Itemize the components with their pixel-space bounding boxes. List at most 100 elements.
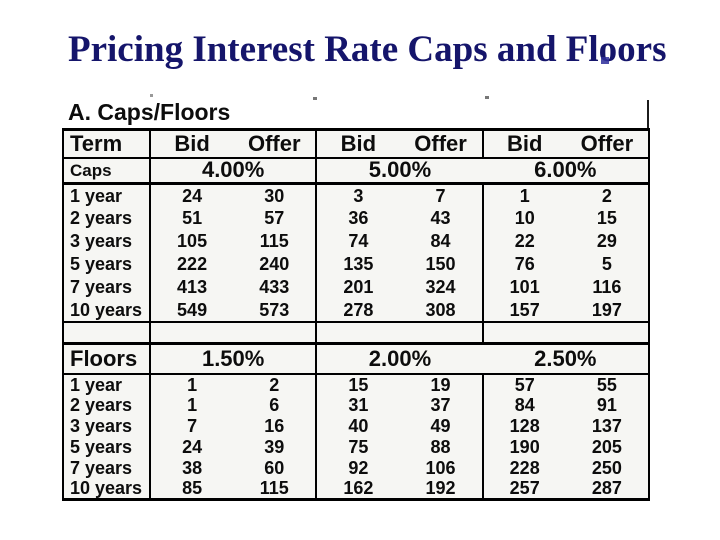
table-row: 7 years 413 433 201 324 101 116 xyxy=(63,275,649,299)
bid-cell: 76 xyxy=(514,254,535,274)
offer-cell: 150 xyxy=(399,252,484,276)
offer-cell: 55 xyxy=(596,374,617,395)
offer-cell: 7 xyxy=(399,183,484,207)
offer-cell: 49 xyxy=(399,415,484,437)
caps-strike-row: Caps 4.00% 5.00% 6.00% xyxy=(63,157,649,185)
bid-cell: 10 xyxy=(514,208,535,228)
table-row: 3 years 7 16 40 49 128 137 xyxy=(63,415,649,437)
offer-cell: 433 xyxy=(233,275,318,299)
table-row: 1 year 24 30 3 7 1 2 xyxy=(63,183,649,207)
table-section-label: A. Caps/Floors xyxy=(68,99,231,125)
offer-cell: 84 xyxy=(399,229,484,253)
empty-cell xyxy=(316,321,484,345)
spacer-row xyxy=(63,321,649,345)
term-cell: 10 years xyxy=(63,478,151,500)
bid-cell: 57 xyxy=(514,374,535,395)
scan-artifact-line xyxy=(647,100,649,131)
floors-strike-row: Floors 1.50% 2.00% 2.50% xyxy=(63,343,649,375)
page-title: Pricing Interest Rate Caps and Floors xyxy=(68,29,667,70)
bid-cell: 85 xyxy=(182,478,203,499)
offer-cell: 57 xyxy=(233,206,318,230)
floors-strike: 2.50% xyxy=(482,343,649,375)
offer-cell: 60 xyxy=(233,457,318,479)
offer-cell: 106 xyxy=(399,457,484,479)
bid-cell: 257 xyxy=(509,478,540,499)
bid-cell: 1 xyxy=(187,374,198,395)
bid-cell: 157 xyxy=(482,298,566,323)
offer-cell: 324 xyxy=(399,275,484,299)
scan-artifact-speck xyxy=(601,57,609,64)
term-cell: 3 years xyxy=(63,229,151,253)
offer-cell: 115 xyxy=(233,478,318,500)
bid-cell: 84 xyxy=(514,395,535,415)
header-offer: Offer xyxy=(233,129,318,159)
offer-cell: 192 xyxy=(399,478,484,500)
bid-cell: 135 xyxy=(343,254,374,274)
bid-cell: 24 xyxy=(182,437,203,457)
table-row: 10 years 549 573 278 308 157 197 xyxy=(63,298,649,323)
scan-artifact-dot xyxy=(485,96,489,99)
offer-cell: 115 xyxy=(233,229,318,253)
empty-cell xyxy=(482,321,649,345)
offer-cell: 37 xyxy=(399,394,484,416)
bid-cell: 278 xyxy=(316,298,400,323)
offer-cell: 205 xyxy=(591,437,622,457)
term-cell: 1 year xyxy=(63,373,151,395)
caps-label: Caps xyxy=(63,157,151,185)
offer-cell: 30 xyxy=(233,183,318,207)
empty-cell xyxy=(63,321,151,345)
bid-cell: 7 xyxy=(187,416,198,436)
offer-cell: 15 xyxy=(596,208,617,228)
pricing-table: Term Bid Offer Bid Offer Bid Offer Caps … xyxy=(62,128,650,501)
term-cell: 2 years xyxy=(63,206,151,230)
scan-artifact-dot xyxy=(150,94,153,97)
offer-cell: 137 xyxy=(591,416,622,436)
floors-strike: 1.50% xyxy=(150,343,318,375)
offer-cell: 2 xyxy=(601,185,612,206)
bid-cell: 190 xyxy=(509,437,540,457)
table-row: 3 years 105 115 74 84 22 29 xyxy=(63,229,649,253)
term-cell: 10 years xyxy=(63,298,151,323)
term-cell: 5 years xyxy=(63,252,151,276)
table-row: 2 years 51 57 36 43 10 15 xyxy=(63,206,649,230)
bid-cell: 413 xyxy=(177,277,208,297)
term-cell: 7 years xyxy=(63,275,151,299)
header-bid: Bid xyxy=(150,129,234,159)
header-bid: Bid xyxy=(482,129,566,159)
bid-cell: 40 xyxy=(348,416,369,436)
offer-cell: 2 xyxy=(233,373,318,395)
table-row: 10 years 85 115 162 192 257 287 xyxy=(63,478,649,500)
offer-cell: 573 xyxy=(233,298,318,323)
bid-cell: 31 xyxy=(348,395,369,415)
bid-cell: 92 xyxy=(348,458,369,478)
bid-cell: 101 xyxy=(509,277,540,297)
header-offer: Offer xyxy=(399,129,484,159)
offer-cell: 308 xyxy=(399,298,484,323)
term-cell: 3 years xyxy=(63,415,151,437)
offer-cell: 29 xyxy=(596,231,617,251)
offer-cell: 197 xyxy=(565,298,649,323)
bid-cell: 1 xyxy=(519,185,530,206)
floors-strike: 2.00% xyxy=(316,343,483,375)
offer-cell: 43 xyxy=(399,206,484,230)
bid-cell: 75 xyxy=(348,437,369,457)
offer-cell: 116 xyxy=(592,277,622,297)
term-cell: 5 years xyxy=(63,436,151,458)
header-term: Term xyxy=(63,129,151,159)
table-container: A. Caps/Floors Term Bid Offer Bid Offer … xyxy=(62,98,650,501)
scan-artifact-dot xyxy=(313,97,317,100)
bid-cell: 128 xyxy=(509,416,540,436)
bid-cell: 24 xyxy=(182,185,203,206)
offer-cell: 39 xyxy=(233,436,318,458)
bid-cell: 228 xyxy=(509,458,540,478)
table-row: 5 years 24 39 75 88 190 205 xyxy=(63,436,649,458)
table-header-row: Term Bid Offer Bid Offer Bid Offer xyxy=(63,129,649,159)
bid-cell: 22 xyxy=(514,231,535,251)
bid-cell: 36 xyxy=(348,208,369,228)
bid-cell: 105 xyxy=(177,231,208,251)
term-cell: 2 years xyxy=(63,394,151,416)
offer-cell: 5 xyxy=(601,254,612,274)
table-row: 5 years 222 240 135 150 76 5 xyxy=(63,252,649,276)
floors-label: Floors xyxy=(63,343,151,375)
